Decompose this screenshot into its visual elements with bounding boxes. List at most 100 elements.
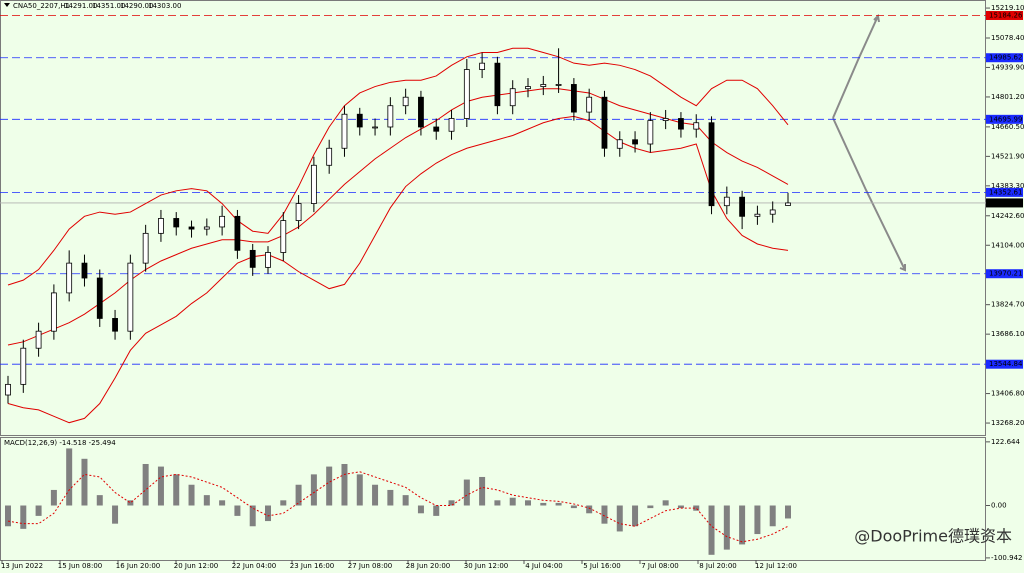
macd-bar xyxy=(417,505,424,514)
macd-bar xyxy=(693,505,700,511)
candle-body xyxy=(723,196,730,207)
candle-body xyxy=(96,277,103,319)
level-label: 14695.99 xyxy=(989,115,1022,123)
bollinger-middle xyxy=(7,88,789,346)
x-tick-label: 13 Jun 2022 xyxy=(1,562,43,570)
symbol-title: CNA50_2207,H1 xyxy=(13,2,70,10)
candle-body xyxy=(142,232,149,264)
macd-bar xyxy=(754,505,761,535)
macd-bar xyxy=(723,505,730,550)
y-tick-label: 14104.00 xyxy=(991,241,1024,249)
candle-body xyxy=(66,262,73,294)
y-tick-label: 122.644 xyxy=(991,438,1020,446)
macd-bar xyxy=(555,502,562,506)
menu-triangle xyxy=(4,3,10,7)
y-tick-label: 13686.10 xyxy=(991,330,1024,338)
macd-bar xyxy=(127,500,134,506)
macd-bar xyxy=(708,505,715,555)
macd-bar xyxy=(448,500,455,506)
candle-body xyxy=(662,118,669,122)
macd-bar xyxy=(142,463,149,506)
y-tick-label: 13406.80 xyxy=(991,390,1024,398)
x-tick-label: 15 Jun 08:00 xyxy=(58,562,102,570)
header-high: 14351.00 xyxy=(92,2,125,10)
y-tick-label: 14939.90 xyxy=(991,63,1024,71)
macd-bar xyxy=(188,484,195,506)
level-label-bg xyxy=(986,187,1023,197)
candle-body xyxy=(647,120,654,145)
level-label-bg xyxy=(986,269,1023,279)
macd-bar xyxy=(632,505,639,527)
macd-bar xyxy=(479,476,486,506)
candle-body xyxy=(785,202,791,206)
candle-body xyxy=(754,213,761,217)
macd-bar xyxy=(310,474,317,506)
arrow-head xyxy=(899,264,906,272)
macd-bar xyxy=(616,505,623,532)
level-label-bg xyxy=(986,114,1023,124)
macd-bar xyxy=(662,500,669,506)
macd-frame xyxy=(0,437,986,561)
bollinger-upper xyxy=(7,47,789,286)
macd-bar xyxy=(433,505,440,516)
macd-bar xyxy=(234,505,241,516)
level-label: 14985.62 xyxy=(989,54,1022,62)
candle-body xyxy=(310,164,317,204)
macd-bar xyxy=(525,500,531,506)
macd-bar xyxy=(341,463,348,506)
candle-body xyxy=(601,96,608,149)
macd-bar xyxy=(540,502,547,506)
y-tick-label: 13824.70 xyxy=(991,301,1024,309)
candle-body xyxy=(708,122,715,207)
macd-bar xyxy=(785,505,791,519)
arrow-head xyxy=(873,13,880,23)
x-tick-label: 4 Jul 04:00 xyxy=(525,562,563,570)
y-tick-label: -100.942 xyxy=(991,554,1022,562)
candle-body xyxy=(448,118,455,132)
x-tick-label: 12 Jul 12:00 xyxy=(755,562,797,570)
level-label: 14303.00 xyxy=(989,199,1022,207)
y-tick-label: 14801.20 xyxy=(991,93,1024,101)
candle-body xyxy=(555,84,562,86)
candle-body xyxy=(5,383,11,396)
watermark: @DooPrime德璞资本 xyxy=(854,527,1012,546)
macd-bar xyxy=(494,500,501,506)
candle-body xyxy=(158,218,164,234)
candle-body xyxy=(265,252,271,268)
macd-bar xyxy=(463,479,470,506)
candle-body xyxy=(173,218,180,228)
candle-body xyxy=(341,113,348,149)
y-tick-label: 13268.20 xyxy=(991,419,1024,427)
candle-body xyxy=(433,126,440,132)
candle-body xyxy=(81,262,88,279)
candle-body xyxy=(586,96,593,113)
candle-body xyxy=(280,220,287,253)
x-tick-label: 5 Jul 16:00 xyxy=(583,562,621,570)
macd-bar xyxy=(677,505,684,509)
macd-bar xyxy=(173,474,180,506)
candle-body xyxy=(249,249,256,268)
x-tick-label: 28 Jun 20:00 xyxy=(406,562,450,570)
macd-bar xyxy=(402,495,409,506)
candle-body xyxy=(693,122,700,130)
bollinger-lower xyxy=(7,115,789,424)
main-frame xyxy=(0,0,986,436)
macd-bar xyxy=(81,458,88,506)
candle-body xyxy=(50,292,57,332)
candle-body xyxy=(387,105,394,128)
candle-body xyxy=(525,86,531,90)
macd-bar xyxy=(219,500,226,506)
candle-body xyxy=(188,226,195,230)
x-tick-label: 8 Jul 20:00 xyxy=(699,562,737,570)
macd-bar xyxy=(157,466,164,506)
candle-body xyxy=(570,84,577,113)
candle-body xyxy=(463,69,470,119)
level-label-bg xyxy=(986,10,1023,20)
candle-body xyxy=(769,209,776,215)
macd-bar xyxy=(739,505,746,545)
macd-bar xyxy=(372,484,379,506)
candle-body xyxy=(127,262,134,332)
y-tick-label: 14383.30 xyxy=(991,182,1024,190)
candle-body xyxy=(479,62,486,70)
